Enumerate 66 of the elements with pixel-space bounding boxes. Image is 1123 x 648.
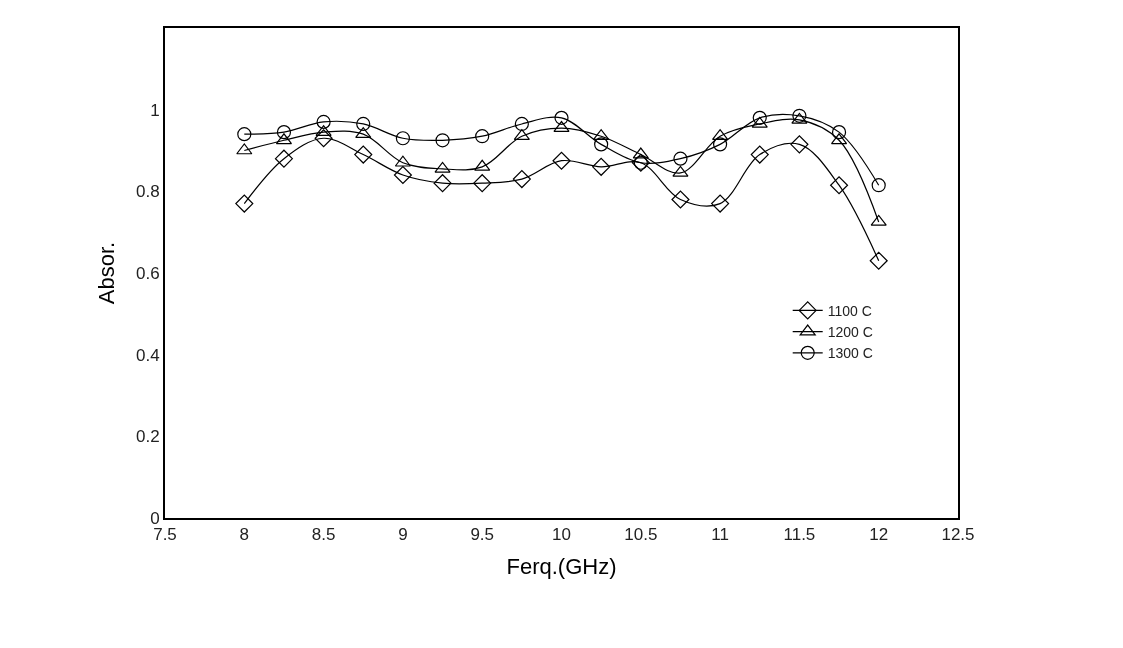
point <box>671 190 690 209</box>
point <box>673 151 688 166</box>
point <box>314 129 333 148</box>
point <box>713 137 728 152</box>
point <box>552 151 571 170</box>
point <box>276 125 292 140</box>
point <box>711 194 730 213</box>
x-tick-label: 8 <box>239 525 250 545</box>
point <box>752 110 767 125</box>
point <box>791 112 808 124</box>
y-tick-label: 0 <box>150 508 160 528</box>
x-tick-label: 10 <box>552 525 571 545</box>
point <box>592 157 611 176</box>
x-tick-label: 11.5 <box>783 525 816 545</box>
point <box>355 127 372 139</box>
point <box>435 133 450 148</box>
point <box>433 174 452 193</box>
point <box>236 143 253 155</box>
point <box>475 129 490 144</box>
x-tick-label: 8.5 <box>311 525 336 545</box>
legend-label: 1300 C <box>827 345 873 362</box>
x-tick-label: 12 <box>869 525 889 545</box>
point <box>871 178 886 193</box>
y-axis-title: Absor. <box>94 241 120 305</box>
point <box>316 114 331 130</box>
x-tick-label: 10.5 <box>624 525 658 545</box>
point <box>790 135 809 154</box>
point <box>513 129 530 141</box>
y-tick-label: 1 <box>150 100 160 120</box>
point <box>393 165 412 185</box>
point <box>237 127 252 142</box>
point <box>356 116 371 132</box>
point <box>474 159 491 171</box>
point <box>792 108 807 123</box>
x-axis-title: Ferq.(GHz) <box>506 553 617 579</box>
point <box>672 165 689 177</box>
point <box>554 110 569 125</box>
point <box>473 174 492 193</box>
point <box>434 161 451 173</box>
x-tick-label: 7.5 <box>153 525 177 545</box>
legend-label: 1100 C <box>827 302 872 319</box>
point <box>594 137 609 152</box>
x-tick-label: 11 <box>711 525 729 545</box>
legend-label: 1200 C <box>827 324 873 341</box>
y-tick-label: 0.6 <box>135 263 160 283</box>
point <box>750 145 769 164</box>
point <box>593 129 610 141</box>
y-tick-label: 0.2 <box>135 427 160 447</box>
y-tick-label: 0.8 <box>135 182 160 202</box>
point <box>274 149 293 168</box>
point <box>354 145 373 164</box>
x-tick-label: 12.5 <box>941 525 975 545</box>
point <box>395 131 410 146</box>
point <box>235 194 254 213</box>
point <box>870 214 887 226</box>
point <box>512 170 531 189</box>
point <box>632 147 649 159</box>
point <box>553 120 570 132</box>
x-tick-label: 9 <box>398 525 408 545</box>
point <box>831 125 847 140</box>
y-tick-label: 0.4 <box>135 345 160 365</box>
x-tick-label: 9.5 <box>470 525 495 545</box>
point <box>869 251 888 270</box>
point <box>514 116 529 132</box>
point <box>830 176 849 195</box>
point <box>751 116 768 128</box>
